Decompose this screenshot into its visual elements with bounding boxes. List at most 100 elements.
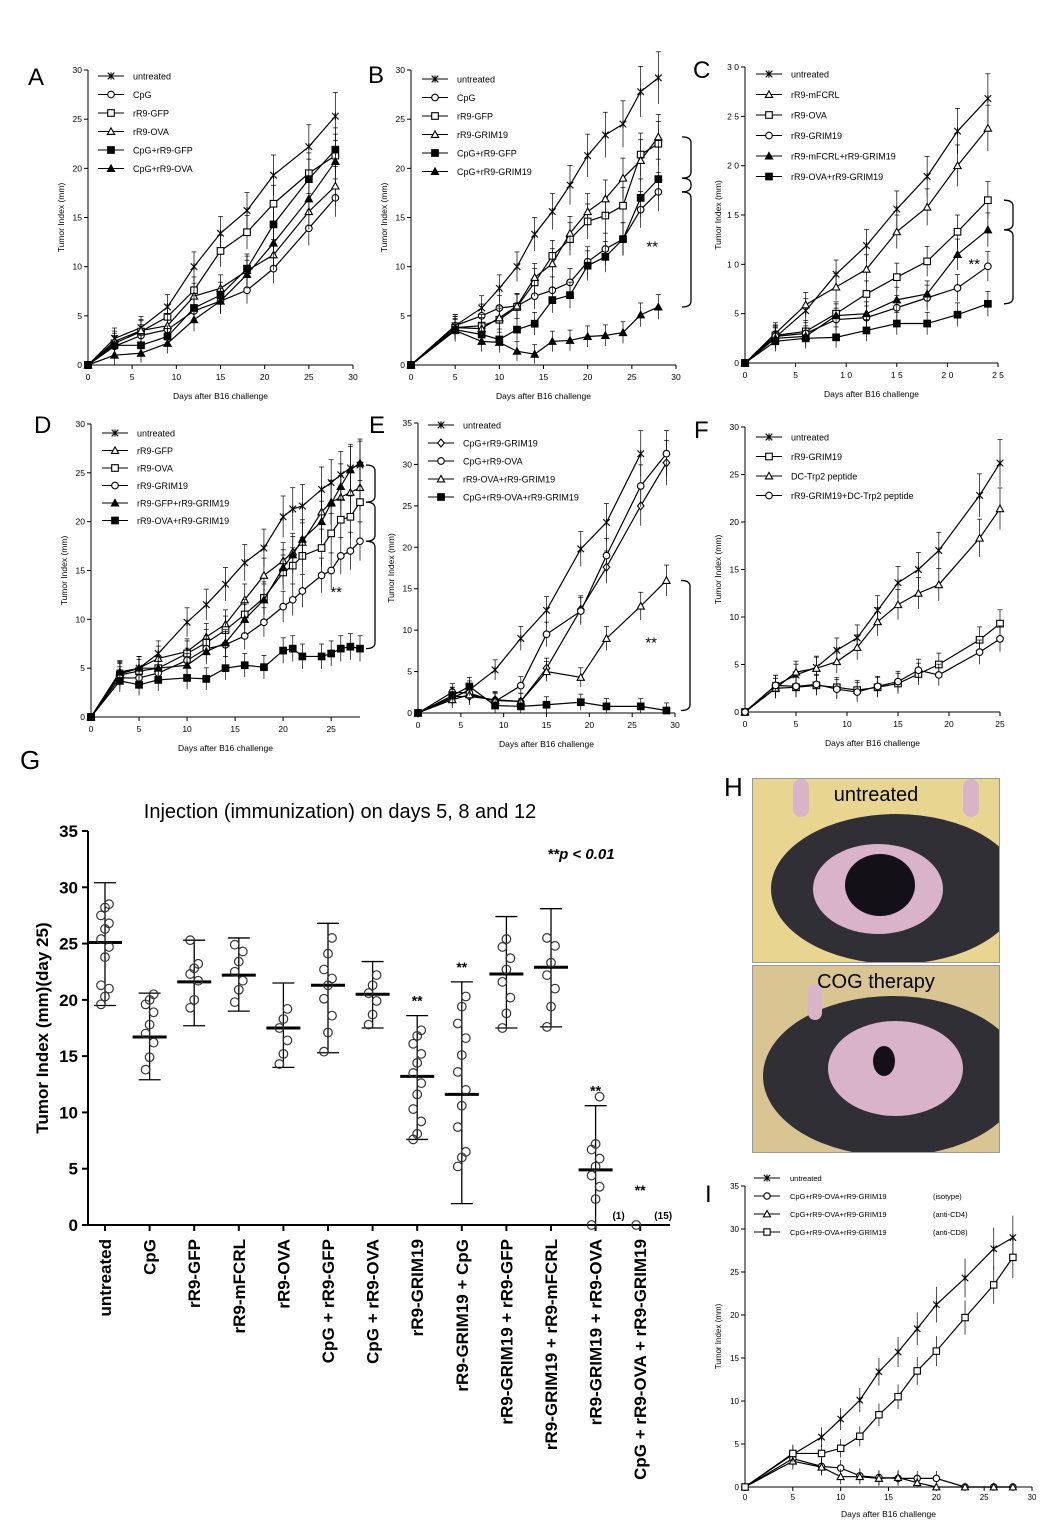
legend-marker	[765, 433, 773, 441]
marker-shape	[583, 206, 593, 216]
legend-entry: rR9-GRIM19	[102, 481, 188, 491]
marker-shape	[765, 172, 773, 181]
data-point	[583, 151, 592, 160]
x-tick-label: 5	[458, 720, 463, 730]
marker-shape	[913, 588, 923, 597]
group-rr9-ova: rR9-OVA	[266, 982, 301, 1309]
x-axis-label: Days after B16 challenge	[499, 739, 594, 749]
mouse-paw	[808, 984, 822, 1020]
legend-marker	[437, 493, 445, 501]
y-tick-label: 20	[730, 517, 740, 527]
data-point	[912, 1478, 922, 1487]
data-point	[893, 1472, 903, 1481]
data-point	[913, 588, 923, 597]
data-point	[279, 602, 287, 611]
data-point	[327, 566, 336, 575]
significance-stars: **	[968, 256, 980, 273]
data-point	[530, 319, 539, 328]
photo-cog-therapy-mouse: COG therapy	[752, 965, 1000, 1153]
marker-shape	[583, 261, 592, 270]
panel-G: G Injection (immunization) on days 5, 8 a…	[20, 745, 672, 1480]
panel-letter-F: F	[694, 417, 709, 444]
data-point	[100, 952, 110, 962]
legend-marker	[110, 445, 120, 455]
marker-shape	[817, 1462, 826, 1471]
data-point	[583, 261, 592, 270]
data-point	[220, 638, 231, 647]
legend-label: CpG+rR9-OVA	[463, 457, 523, 467]
panel-letter-E: E	[369, 412, 385, 439]
marker-shape	[134, 663, 144, 672]
x-tick-label: 0	[743, 370, 748, 380]
significance-stars: **	[590, 1083, 601, 1099]
data-point	[412, 1057, 423, 1068]
data-point	[542, 933, 552, 943]
y-tick-label: 0	[734, 707, 739, 717]
data-point	[984, 262, 992, 271]
data-point	[983, 225, 993, 234]
data-point	[953, 284, 962, 292]
legend-marker	[431, 93, 439, 102]
data-point	[501, 1008, 512, 1019]
y-tick-label: 30	[403, 459, 413, 469]
data-point	[653, 302, 663, 311]
data-point	[861, 264, 872, 273]
data-point	[989, 1482, 999, 1491]
marker-shape	[636, 702, 645, 711]
x-tick-label: 20	[583, 372, 593, 382]
marker-shape	[516, 702, 525, 711]
legend-marker	[765, 452, 773, 461]
series-rr9-ova-rr9-grim19	[87, 633, 364, 721]
legend-label: rR9-OVA+rR9-GRIM19	[791, 172, 883, 182]
marker-shape	[298, 587, 307, 595]
data-point	[983, 123, 993, 132]
data-point	[202, 600, 210, 609]
y-tick-label: 1 0	[727, 259, 739, 269]
marker-shape	[107, 109, 115, 117]
y-tick-label: 10	[730, 1397, 739, 1406]
data-point	[600, 330, 610, 340]
marker-shape	[832, 333, 840, 342]
legend-marker	[430, 166, 440, 176]
legend-label: rR9-GRIM19	[137, 481, 188, 491]
x-tick-label: 0	[89, 724, 94, 734]
data-point	[975, 491, 984, 500]
marker-shape	[355, 458, 365, 467]
data-point	[654, 74, 663, 82]
marker-shape	[636, 601, 646, 610]
data-point	[990, 1245, 998, 1253]
y-tick-label: 15	[59, 1047, 78, 1066]
data-point	[513, 325, 521, 334]
data-point	[636, 155, 646, 164]
data-point	[456, 1001, 467, 1012]
marker-shape	[852, 642, 862, 651]
data-point	[923, 172, 931, 181]
data-point	[811, 663, 821, 672]
panel-letter-D: D	[34, 412, 51, 439]
x-tick-label: 20	[585, 720, 595, 730]
marker-shape	[87, 713, 95, 721]
y-tick-label: 20	[73, 163, 83, 173]
data-point	[346, 547, 355, 555]
marker-shape	[853, 688, 862, 696]
data-point	[193, 975, 204, 986]
marker-shape	[636, 193, 645, 202]
marker-shape	[953, 284, 962, 292]
data-point	[654, 175, 663, 184]
y-axis-label: Tumor Index (mm)	[713, 535, 723, 605]
data-point	[331, 112, 340, 120]
marker-shape	[875, 1411, 883, 1419]
data-point	[460, 1033, 471, 1044]
data-point	[984, 196, 992, 205]
x-category-label: rR9-GRIM19 + CpG	[453, 1239, 472, 1392]
data-point	[619, 120, 627, 128]
marker-shape	[662, 706, 671, 715]
data-point	[282, 1035, 293, 1046]
data-point	[922, 289, 932, 298]
marker-shape	[189, 314, 199, 324]
data-point	[586, 1170, 597, 1181]
legend-entry: rR9-OVA	[102, 464, 173, 474]
data-point	[831, 282, 841, 291]
panel-letter-C: C	[693, 57, 710, 84]
data-point	[618, 173, 628, 182]
